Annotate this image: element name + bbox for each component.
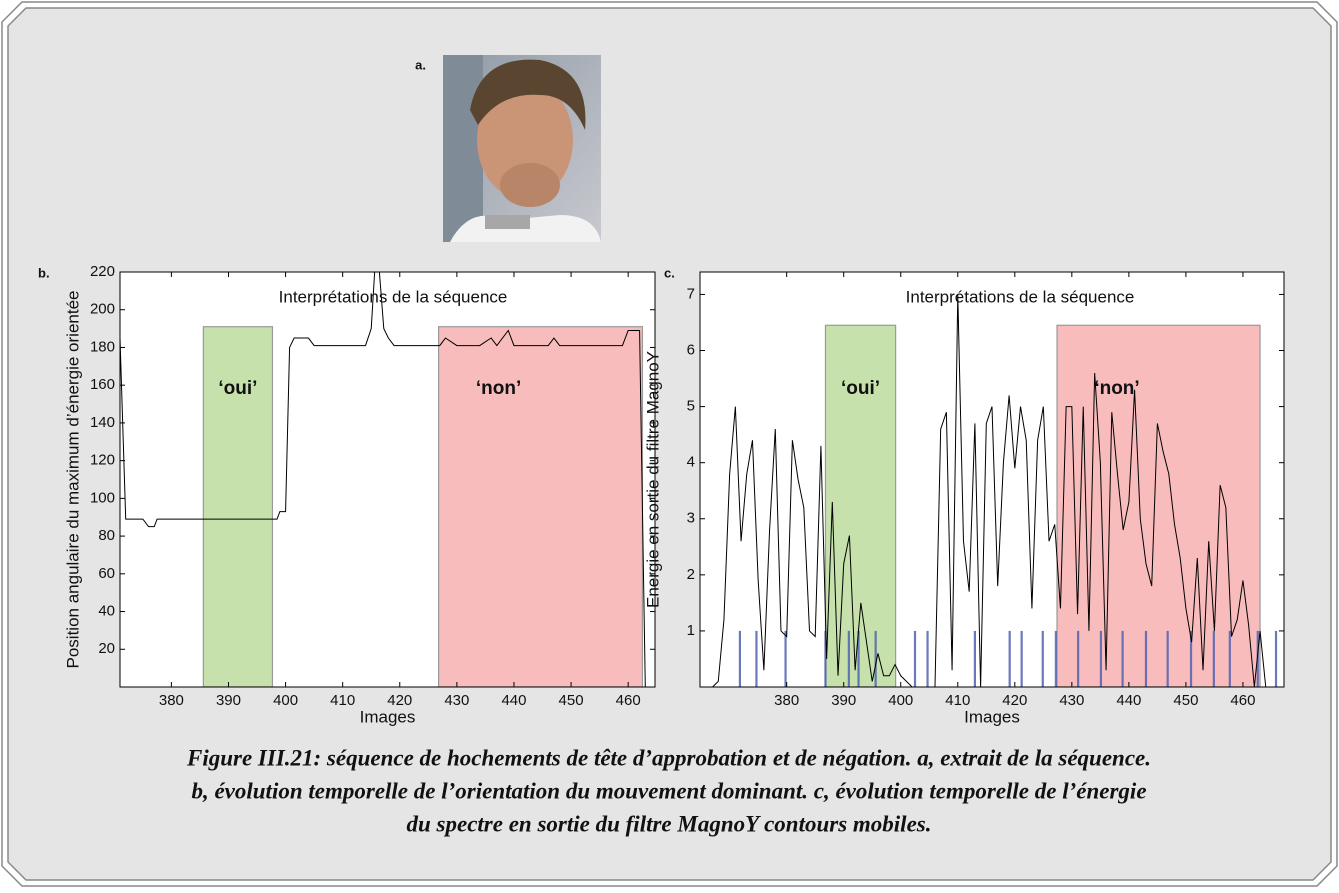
- y-tick-label: 1: [687, 622, 695, 639]
- y-axis-label: Position angulaire du maximum d’énergie …: [63, 291, 82, 669]
- y-tick-label: 140: [90, 414, 115, 431]
- highlight-span: [1056, 324, 1261, 687]
- x-tick-label: 430: [444, 692, 469, 709]
- y-tick-label: 3: [687, 510, 695, 527]
- y-tick-label: 180: [90, 338, 115, 355]
- panel-label: a.: [415, 57, 426, 72]
- caption-line: Figure III.21: séquence de hochements de…: [186, 745, 1151, 770]
- y-tick-label: 200: [90, 301, 115, 318]
- x-tick-label: 460: [616, 692, 641, 709]
- x-tick-label: 450: [559, 692, 584, 709]
- x-tick-label: 450: [1173, 692, 1198, 709]
- x-axis-label: Images: [360, 707, 416, 726]
- y-tick-label: 40: [98, 603, 115, 620]
- highlight-span: [438, 326, 644, 687]
- x-tick-label: 460: [1230, 692, 1255, 709]
- x-tick-label: 420: [1002, 692, 1027, 709]
- panel-label: c.: [664, 265, 675, 280]
- x-tick-label: 420: [387, 692, 412, 709]
- plot-area: [120, 272, 646, 687]
- x-tick-label: 380: [159, 692, 184, 709]
- y-tick-label: 5: [687, 398, 695, 415]
- y-tick-label: 120: [90, 452, 115, 469]
- y-tick-label: 7: [687, 285, 695, 302]
- annotation: Interprétations de la séquence: [279, 287, 508, 306]
- plot-area: [712, 294, 1278, 687]
- y-tick-label: 6: [687, 341, 695, 358]
- x-tick-label: 410: [330, 692, 355, 709]
- y-tick-label: 20: [98, 640, 115, 657]
- axes-frame: [119, 271, 656, 688]
- span-label: ‘oui’: [841, 378, 880, 399]
- y-tick-label: 220: [90, 263, 115, 280]
- y-tick-label: 2: [687, 566, 695, 583]
- annotation: Interprétations de la séquence: [906, 287, 1135, 306]
- x-tick-label: 410: [945, 692, 970, 709]
- y-tick-label: 160: [90, 376, 115, 393]
- x-tick-label: 440: [1116, 692, 1141, 709]
- panel-label: b.: [38, 265, 50, 280]
- span-label: ‘oui’: [218, 378, 257, 399]
- x-axis-label: Images: [964, 707, 1020, 726]
- data-line: [712, 294, 1278, 687]
- y-tick-label: 100: [90, 489, 115, 506]
- x-tick-label: 390: [216, 692, 241, 709]
- span-label: ‘non’: [476, 378, 521, 399]
- span-label: ‘non’: [1094, 378, 1139, 399]
- highlight-span: [202, 326, 274, 687]
- data-line: [120, 272, 646, 687]
- axes-frame: [699, 271, 1285, 688]
- caption-line: du spectre en sortie du filtre MagnoY co…: [407, 811, 932, 836]
- photo: [443, 55, 601, 242]
- y-tick-label: 60: [98, 565, 115, 582]
- x-tick-label: 440: [501, 692, 526, 709]
- highlight-span: [824, 324, 897, 687]
- y-tick-label: 4: [687, 454, 695, 471]
- x-tick-label: 430: [1059, 692, 1084, 709]
- y-tick-label: 80: [98, 527, 115, 544]
- x-tick-label: 380: [774, 692, 799, 709]
- y-axis-label: Energie en sortie du filtre MagnoY: [643, 351, 662, 608]
- x-tick-label: 390: [831, 692, 856, 709]
- x-tick-label: 400: [888, 692, 913, 709]
- x-tick-label: 400: [273, 692, 298, 709]
- caption-line: b, évolution temporelle de l’orientation…: [191, 778, 1146, 803]
